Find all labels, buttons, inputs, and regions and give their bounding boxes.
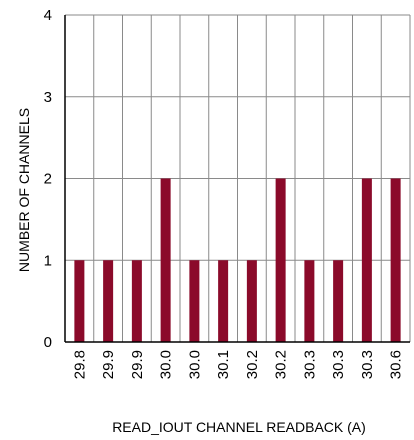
x-tick-label: 30.2 [273,350,290,379]
bar [160,178,171,342]
x-tick-label: 30.3 [330,350,347,379]
axes [64,15,410,343]
y-tick-label: 1 [44,252,52,269]
bar [275,178,286,342]
bar [333,260,344,342]
bar [103,260,114,342]
y-tick-label: 2 [44,171,52,188]
bar [131,260,142,342]
bar [390,178,401,342]
x-tick-label: 30.6 [388,350,405,379]
bar [189,260,200,342]
bar [218,260,229,342]
y-tick-label: 0 [44,334,52,351]
y-tick-labels: 0 1 2 3 4 [44,7,52,351]
x-tick-label: 30.2 [244,350,261,379]
y-axis-title: NUMBER OF CHANNELS [16,108,32,272]
x-tick-label: 30.3 [359,350,376,379]
x-tick-label: 30.1 [215,350,232,379]
x-tick-label: 30.3 [301,350,318,379]
x-tick-label: 30.0 [186,350,203,379]
x-tick-label: 30.0 [158,350,175,379]
bar [304,260,315,342]
bars [74,178,401,342]
x-tick-labels: 29.8 29.9 29.9 30.0 30.0 30.1 30.2 30.2 30.3 30.3… [71,350,404,379]
x-tick-label: 29.9 [100,350,117,379]
bar [74,260,85,342]
bar [246,260,257,342]
bar [361,178,372,342]
grid-lines [65,14,411,342]
y-tick-label: 3 [44,89,52,106]
x-tick-label: 29.9 [129,350,146,379]
x-axis-title: READ_IOUT CHANNEL READBACK (A) [112,419,366,435]
y-tick-label: 4 [44,7,52,24]
x-tick-label: 29.8 [71,350,88,379]
